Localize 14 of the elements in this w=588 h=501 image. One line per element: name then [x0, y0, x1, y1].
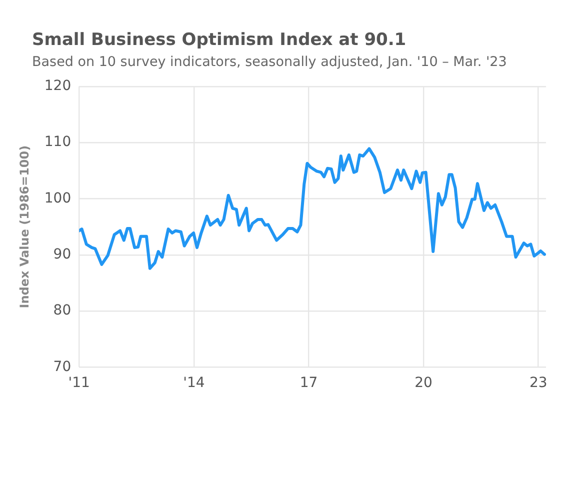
y-axis-title: Index Value (1986=100)	[17, 145, 32, 308]
y-tick-label: 80	[53, 302, 72, 319]
x-tick-label: 23	[529, 375, 548, 392]
x-tick-label: '11	[68, 375, 90, 392]
y-tick-label: 100	[44, 190, 72, 206]
x-tick-label: 20	[414, 375, 432, 392]
y-tick-label: 110	[44, 134, 72, 150]
y-tick-label: 70	[53, 358, 72, 375]
chart-subtitle: Based on 10 survey indicators, seasonally adjusted, Jan. '10 – Mar. '23	[32, 54, 508, 70]
x-tick-label: 17	[300, 375, 318, 392]
y-tick-label: 120	[44, 78, 72, 94]
x-tick-label: '14	[183, 375, 205, 392]
chart-title: Small Business Optimism Index at 90.1	[32, 30, 408, 50]
y-tick-label: 90	[53, 246, 72, 263]
